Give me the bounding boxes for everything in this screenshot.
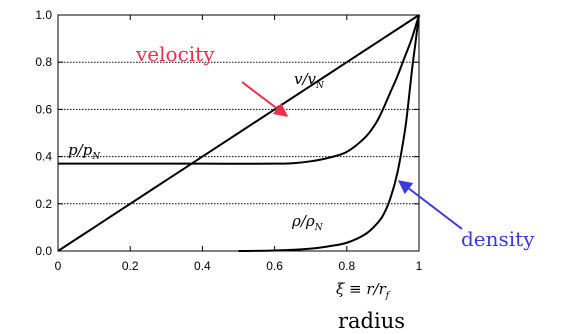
xlabel-math: ξ ≡ r/rf	[336, 280, 391, 301]
plot-frame	[57, 14, 420, 252]
x-tick-label-1: 0.2	[122, 259, 139, 273]
y-tick-label-4: 0.8	[35, 55, 52, 69]
series-label-pressure: p/pN	[68, 141, 101, 162]
x-tick-label-2: 0.4	[194, 259, 211, 273]
x-tick-label-3: 0.6	[266, 259, 283, 273]
series-layer	[57, 14, 420, 252]
series-label-density: ρ/ρN	[291, 212, 324, 233]
annotation-velocity-arrow	[241, 81, 289, 117]
x-tick-label-0: 0	[55, 259, 62, 273]
y-tick-label-5: 1.0	[35, 8, 52, 22]
series-line-pressure	[57, 14, 420, 165]
annotation-velocity: velocity	[135, 42, 215, 66]
series-line-velocity	[57, 14, 420, 252]
xlabel-radius: radius	[338, 309, 405, 333]
y-tick-label-1: 0.2	[35, 197, 52, 211]
series-label-velocity: v/vN	[294, 70, 325, 91]
x-tick-label-5: 1	[416, 259, 423, 273]
axis-ticks: 0 0.2 0.4 0.6 0.8 1 0.0 0.2 0.4 0.6 0.8 1.0	[35, 8, 422, 273]
y-tick-label-0: 0.0	[35, 244, 52, 258]
series-line-density	[238, 14, 420, 252]
y-tick-label-3: 0.6	[35, 102, 52, 116]
grid-lines	[58, 61, 419, 205]
annotation-density-arrow	[397, 180, 463, 230]
annotation-density: density	[461, 227, 535, 251]
y-tick-label-2: 0.4	[35, 150, 52, 164]
x-tick-label-4: 0.8	[338, 259, 355, 273]
